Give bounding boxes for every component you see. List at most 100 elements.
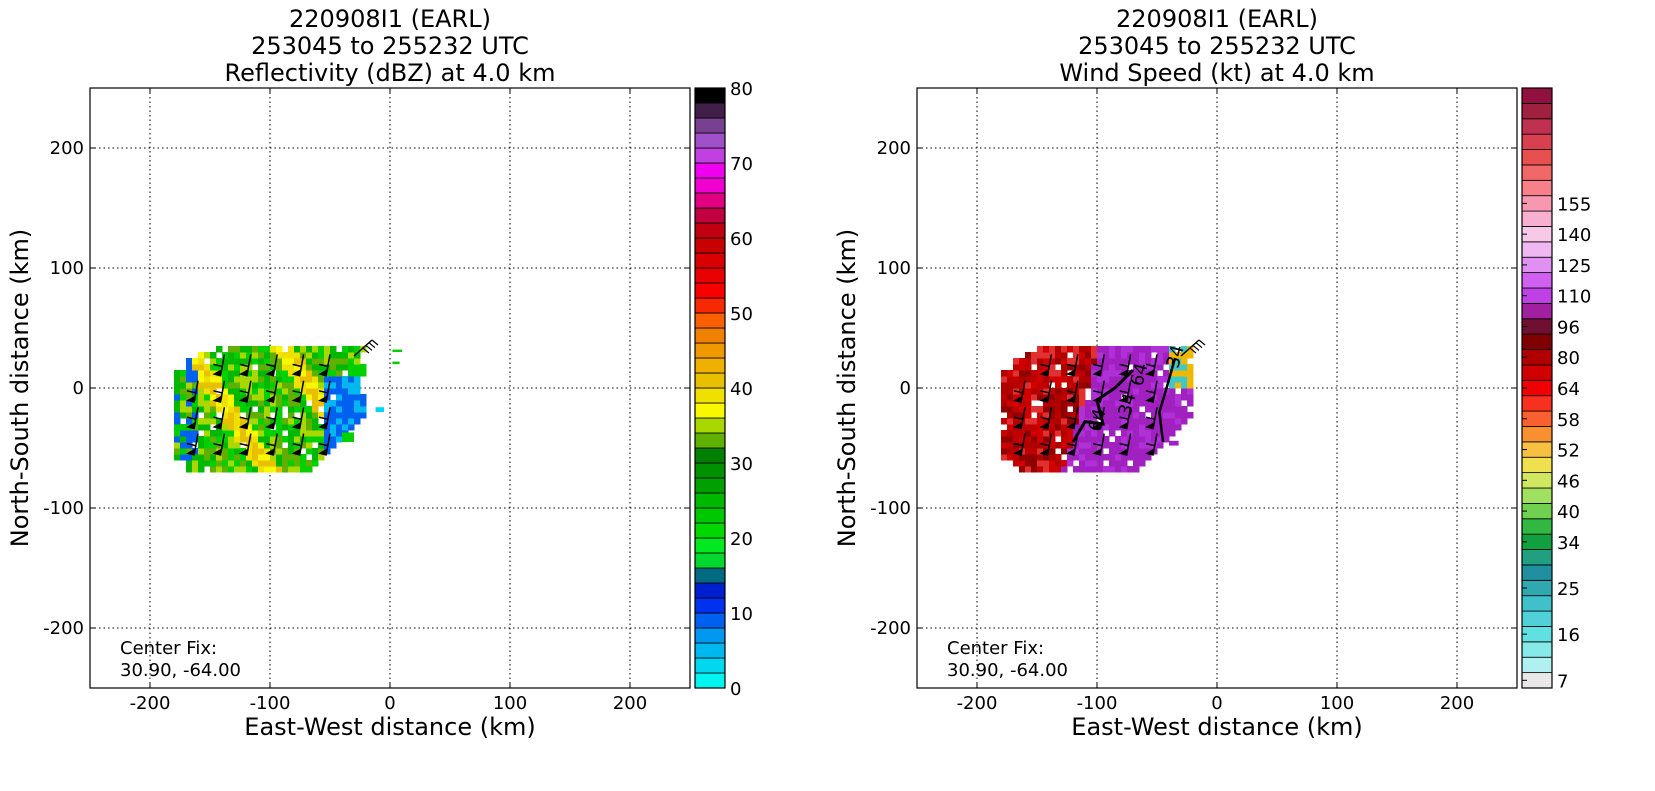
field-cell	[1175, 424, 1182, 431]
field-cell	[1181, 394, 1188, 401]
field-cell	[180, 430, 187, 437]
field-cell	[1061, 394, 1068, 401]
field-cell	[1103, 454, 1110, 461]
wind-barb-feather	[1040, 390, 1050, 394]
field-cell	[1031, 436, 1038, 443]
field-cell	[240, 454, 247, 461]
field-cell	[174, 376, 181, 383]
field-cell	[1181, 364, 1188, 371]
field-cell	[1079, 466, 1086, 473]
field-cell	[1043, 430, 1050, 437]
wind-barb-flag	[1013, 448, 1022, 456]
field-cell	[246, 430, 253, 437]
field-cell	[1019, 388, 1026, 395]
reflectivity-panel: 220908I1 (EARL) 253045 to 255232 UTC Refle…	[0, 0, 827, 787]
field-cell	[192, 406, 199, 413]
field-cell	[288, 406, 295, 413]
field-cell	[1109, 412, 1116, 419]
field-cell	[1121, 406, 1128, 413]
field-cell	[1037, 442, 1044, 449]
field-cell	[270, 400, 277, 407]
field-cell	[1043, 460, 1050, 467]
field-cell	[1103, 370, 1110, 377]
field-cell	[1187, 370, 1194, 377]
field-cell	[294, 418, 301, 425]
field-cell	[288, 454, 295, 461]
field-cell	[1145, 400, 1152, 407]
colorbar-segment	[1521, 610, 1553, 627]
field-cell	[1079, 352, 1086, 359]
field-cell	[258, 358, 265, 365]
field-cell	[1097, 346, 1104, 353]
wind-barb-staff	[219, 433, 226, 456]
field-cell	[1085, 406, 1092, 413]
field-cell	[1013, 412, 1020, 419]
field-cell	[1061, 460, 1068, 467]
x-tick-label: -200	[957, 693, 998, 714]
field-cell	[246, 346, 253, 353]
field-cell	[210, 400, 217, 407]
field-cell	[360, 412, 367, 419]
field-cell	[324, 346, 331, 353]
field-cell	[360, 394, 367, 401]
wind-barb-staff	[1073, 407, 1079, 430]
field-cell	[198, 418, 205, 425]
colorbar-segment	[1521, 364, 1553, 381]
field-cell	[330, 424, 337, 431]
field-cell	[294, 394, 301, 401]
field-cell	[1145, 442, 1152, 449]
field-cell	[276, 394, 283, 401]
field-cell	[1151, 436, 1158, 443]
wind-barb-flag	[1039, 395, 1049, 403]
field-cell	[318, 430, 325, 437]
colorbar-segment	[1521, 164, 1553, 181]
field-cell	[1139, 448, 1146, 455]
colorbar-segment	[1521, 549, 1553, 566]
wind-barb-flag	[238, 395, 248, 403]
field-cell	[360, 364, 367, 371]
field-cell	[1025, 400, 1032, 407]
field-cell	[174, 388, 181, 395]
wind-barb-feather	[1066, 442, 1076, 447]
field-cell	[216, 460, 223, 467]
colorbar-tick-label: 60	[730, 229, 753, 250]
field-cell	[1061, 352, 1068, 359]
field-cell	[276, 406, 283, 413]
field-cell	[1013, 460, 1020, 467]
field-cell	[1097, 460, 1104, 467]
field-cell	[1097, 400, 1104, 407]
field-cell	[1031, 418, 1038, 425]
field-cell	[312, 346, 319, 353]
field-cell	[1055, 388, 1062, 395]
wind-barb-flag	[265, 395, 275, 403]
field-cell	[312, 460, 319, 467]
field-cell	[1085, 346, 1092, 353]
field-cell	[180, 412, 187, 419]
field-cell	[1055, 382, 1062, 389]
field-cell	[234, 436, 241, 443]
wind-barb-flag	[212, 395, 222, 403]
field-cell	[1151, 406, 1158, 413]
field-cell	[324, 436, 331, 443]
wind-barb-flag	[1013, 395, 1022, 403]
field-cell	[1169, 388, 1176, 395]
wind-barb-staff	[1180, 339, 1200, 357]
field-cell	[1019, 436, 1026, 443]
field-cell	[1067, 376, 1074, 383]
field-cell	[1085, 466, 1092, 473]
field-cell	[204, 418, 211, 425]
field-cell	[294, 346, 301, 353]
field-cell	[312, 400, 319, 407]
field-cell	[1055, 358, 1062, 365]
field-cell	[282, 394, 289, 401]
field-cell	[210, 454, 217, 461]
field-cell	[252, 418, 259, 425]
wind-barb-feather	[266, 416, 275, 420]
field-cell	[1133, 352, 1140, 359]
field-cell	[330, 364, 337, 371]
field-cell	[1025, 460, 1032, 467]
field-cell	[1115, 466, 1122, 473]
field-cell	[1187, 352, 1194, 359]
field-cell	[300, 466, 307, 473]
field-cell	[1055, 418, 1062, 425]
